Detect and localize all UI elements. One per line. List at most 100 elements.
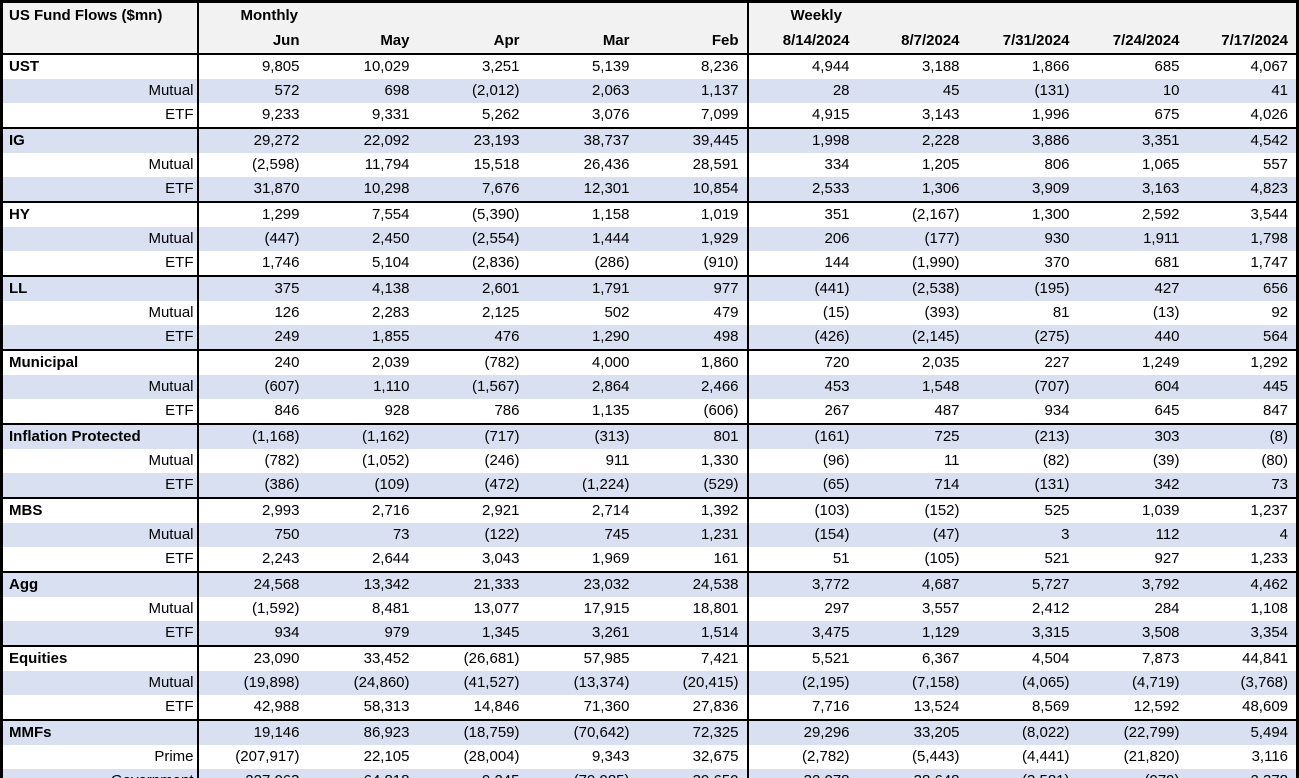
sub-label: Government xyxy=(1,769,199,778)
monthly-value-cell: 2,864 xyxy=(591,378,630,395)
monthly-value-cell: 498 xyxy=(637,325,749,350)
monthly-value-cell: (19,898) xyxy=(243,674,300,691)
monthly-value-cell: 3,251 xyxy=(417,53,528,79)
monthly-value-cell: 32,675 xyxy=(637,745,749,769)
table-row: ETF 42,988 58,313 14,846 71,360 27,836 7,716 13… xyxy=(1,695,1298,720)
weekly-value-cell: (96) xyxy=(822,452,850,469)
monthly-value-cell: 86,923 xyxy=(307,719,418,745)
table-row: Mutual 750 73 (122) 745 1,231 (154) (47) 3 112 4 xyxy=(1,523,1298,547)
monthly-value-cell: 2,063 xyxy=(591,82,630,99)
monthly-value-cell: 2,714 xyxy=(527,497,638,523)
table-row: ETF 9,233 9,331 5,262 3,076 7,099 4,915 3,143 1,… xyxy=(1,103,1298,128)
weekly-value-cell: 3,792 xyxy=(1077,571,1188,597)
weekly-value-cell: 1,866 xyxy=(967,53,1078,79)
weekly-value-cell: (65) xyxy=(822,476,850,493)
monthly-value-cell: 57,985 xyxy=(527,645,638,671)
weekly-value-cell: 681 xyxy=(1154,254,1180,271)
weekly-value-cell: 3,354 xyxy=(1250,624,1289,641)
monthly-value-cell: 19,146 xyxy=(197,719,308,745)
weekly-value-cell: 1,747 xyxy=(1250,254,1289,271)
monthly-value-cell: 24,538 xyxy=(637,571,749,597)
weekly-value-cell: 44,841 xyxy=(1187,645,1298,671)
monthly-value-cell: 2,644 xyxy=(371,550,410,567)
monthly-value-cell: (70,642) xyxy=(527,719,638,745)
weekly-value-cell: 3,886 xyxy=(967,127,1078,153)
weekly-value-cell: 806 xyxy=(1044,156,1070,173)
monthly-value-cell: (79,985) xyxy=(528,769,638,778)
weekly-value-cell: 33,205 xyxy=(857,719,968,745)
monthly-value-cell: 2,921 xyxy=(417,497,528,523)
monthly-value-cell: (1,567) xyxy=(471,378,520,395)
weekly-value-cell: 1,129 xyxy=(921,624,960,641)
monthly-value-cell: (606) xyxy=(637,399,749,424)
table-row: MMFs 19,146 86,923 (18,759) (70,642) 72,325 29… xyxy=(1,719,1298,745)
sub-label: ETF xyxy=(1,251,199,276)
monthly-value-cell: (313) xyxy=(527,423,638,449)
weekly-value-cell: 564 xyxy=(1262,328,1289,345)
weekly-value-cell: (161) xyxy=(747,423,858,449)
category-label: UST xyxy=(1,53,199,79)
weekly-value-cell: (15) xyxy=(822,304,850,321)
monthly-value-cell: 23,090 xyxy=(197,645,308,671)
weekly-value-cell: 5,521 xyxy=(747,645,858,671)
monthly-value-cell: 3,076 xyxy=(591,106,630,123)
weekly-value-cell: 1,300 xyxy=(967,201,1078,227)
weekly-value-cell: 604 xyxy=(1154,378,1180,395)
table-row: Mutual 126 2,283 2,125 502 479 (15) (393) 81 (13)… xyxy=(1,301,1298,325)
table-row: Equities 23,090 33,452 (26,681) 57,985 7,421 5… xyxy=(1,645,1298,671)
weekly-value-cell: 112 xyxy=(1155,526,1180,543)
monthly-value-cell: 2,125 xyxy=(481,304,520,321)
sub-label: Prime xyxy=(1,745,199,769)
monthly-value-cell: 1,290 xyxy=(591,328,630,345)
weekly-value-cell: 487 xyxy=(934,402,960,419)
table-row: ETF 31,870 10,298 7,676 12,301 10,854 2,533 1,3… xyxy=(1,177,1298,202)
column-header: Mar xyxy=(527,29,638,55)
monthly-value-cell: 8,481 xyxy=(371,600,410,617)
monthly-value-cell: 24,568 xyxy=(197,571,308,597)
monthly-value-cell: (109) xyxy=(374,476,410,493)
monthly-value-cell: (24,860) xyxy=(353,674,410,691)
weekly-value-cell: (80) xyxy=(1261,452,1289,469)
weekly-value-cell: 10 xyxy=(1162,82,1180,99)
sub-label: ETF xyxy=(1,473,199,498)
weekly-value-cell: (3,581) xyxy=(968,769,1078,778)
weekly-value-cell: 440 xyxy=(1154,328,1180,345)
weekly-value-cell: (393) xyxy=(924,304,960,321)
monthly-value-cell: 1,135 xyxy=(591,402,630,419)
weekly-value-cell: (131) xyxy=(1034,82,1070,99)
monthly-value-cell: (28,004) xyxy=(463,748,520,765)
monthly-value-cell: 934 xyxy=(274,624,300,641)
weekly-value-cell: 92 xyxy=(1271,304,1289,321)
weekly-value-cell: 4,915 xyxy=(811,106,850,123)
table-row: IG 29,272 22,092 23,193 38,737 39,445 1,998 2,2… xyxy=(1,127,1298,153)
monthly-value-cell: 911 xyxy=(605,452,630,469)
weekly-value-cell: (22,799) xyxy=(1077,719,1188,745)
monthly-value-cell: 502 xyxy=(604,304,630,321)
weekly-value-cell: (7,158) xyxy=(911,674,960,691)
weekly-value-cell: 297 xyxy=(824,600,850,617)
weekly-value-cell: 720 xyxy=(747,349,858,375)
monthly-value-cell: 572 xyxy=(274,82,300,99)
weekly-value-cell: 8,569 xyxy=(1031,698,1070,715)
sub-label: Mutual xyxy=(1,79,199,103)
weekly-value-cell: 1,306 xyxy=(921,180,960,197)
monthly-value-cell: (41,527) xyxy=(463,674,520,691)
monthly-value-cell: 1,392 xyxy=(637,497,749,523)
weekly-value-cell: 3,544 xyxy=(1187,201,1298,227)
monthly-value-cell: 7,421 xyxy=(637,645,749,671)
weekly-value-cell: 1,998 xyxy=(747,127,858,153)
weekly-value-cell: 1,205 xyxy=(921,156,960,173)
category-label: LL xyxy=(1,275,199,301)
weekly-value-cell: 29,296 xyxy=(747,719,858,745)
monthly-value-cell: 22,105 xyxy=(363,748,410,765)
monthly-value-cell: 3,261 xyxy=(591,624,630,641)
monthly-value-cell: 31,870 xyxy=(253,180,300,197)
monthly-value-cell: 17,915 xyxy=(583,600,630,617)
weekly-value-cell: 927 xyxy=(1154,550,1180,567)
weekly-value-cell: 656 xyxy=(1187,275,1298,301)
monthly-value-cell: (26,681) xyxy=(417,645,528,671)
monthly-value-cell: (2,598) xyxy=(251,156,300,173)
monthly-value-cell: 2,601 xyxy=(417,275,528,301)
monthly-value-cell: 1,231 xyxy=(637,523,749,547)
monthly-value-cell: 476 xyxy=(494,328,520,345)
